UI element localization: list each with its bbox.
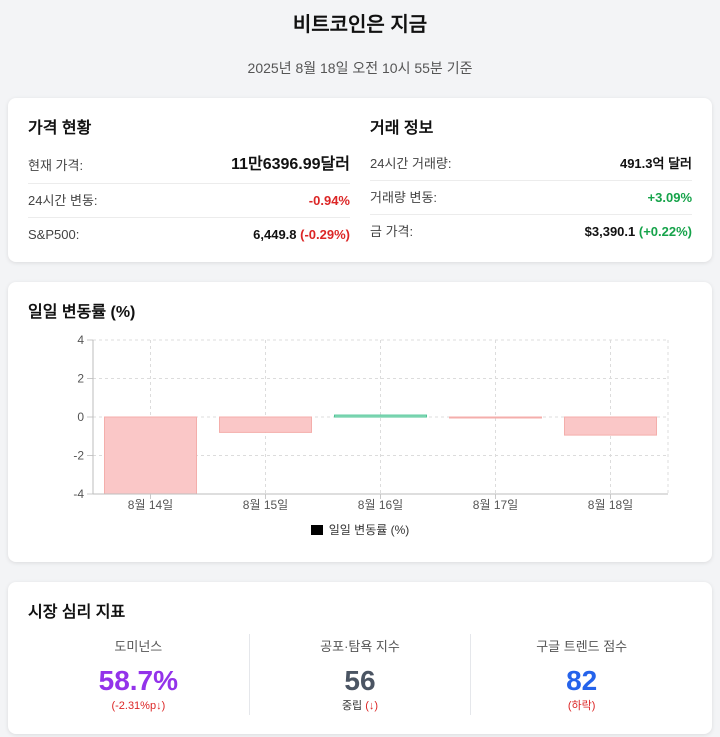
bar-3 [334,414,427,418]
dominance-change: (-2.31%p↓) [111,700,166,712]
x-tick-label: 8월 14일 [128,498,173,512]
gold-price-label: 금 가격: [370,224,414,239]
volume-change-label: 거래량 변동: [370,190,438,205]
gold-price-change: (+0.22%) [638,224,692,239]
current-price-value: 11만6396.99달러 [231,156,350,173]
update-timestamp: 2025년 8월 18일 오전 10시 55분 기준 [247,60,473,76]
x-tick-label: 8월 17일 [473,498,518,512]
bar-2 [219,416,312,433]
fear-greed-label: 공포·탐욕 지수 [320,639,400,654]
google-trends-value: 82 [566,665,598,696]
trade-info-section: 거래 정보 24시간 거래량: 491.3억 달러 거래량 변동: +3.09%… [370,118,692,262]
sp500-value-group: 6,449.8 (-0.29%) [253,226,350,243]
gold-price-row: 금 가격: $3,390.1 (+0.22%) [370,215,692,248]
sp500-value: 6,449.8 [253,227,297,242]
price-status-heading: 가격 현황 [28,120,92,137]
chart-legend[interactable]: 일일 변동률 (%) [8,523,712,537]
bar-1 [104,416,197,495]
sentiment-metrics: 도미넌스 58.7% (-2.31%p↓) 공포·탐욕 지수 56 중립 (↓)… [28,634,692,715]
dominance-label: 도미넌스 [114,639,163,654]
x-tick-label: 8월 18일 [588,498,633,512]
bar-4 [449,416,542,419]
x-tick-label: 8월 15일 [243,498,288,512]
sp500-label: S&P500: [28,227,80,242]
fear-greed-value: 56 [344,665,376,696]
change-24h-row: 24시간 변동: -0.94% [28,184,350,218]
y-tick-label: -4 [73,487,84,501]
volume-change-row: 거래량 변동: +3.09% [370,181,692,215]
dominance-metric: 도미넌스 58.7% (-2.31%p↓) [28,634,250,715]
change-24h-label: 24시간 변동: [28,193,98,208]
google-trends-label: 구글 트렌드 점수 [536,639,628,654]
sentiment-heading: 시장 심리 지표 [28,604,126,621]
y-tick-label: -2 [73,449,84,463]
fear-greed-metric: 공포·탐욕 지수 56 중립 (↓) [250,634,472,715]
page-title: 비트코인은 지금 [292,14,428,36]
daily-change-chart-card: 일일 변동률 (%) 4 2 0 -2 -4 8월 14일 8월 15일 8월 16일 8월 1… [8,282,712,562]
y-tick-label: 4 [77,333,84,347]
sp500-change: (-0.29%) [300,227,350,242]
volume-24h-value: 491.3억 달러 [619,156,692,171]
y-tick-label: 2 [77,372,84,386]
change-24h-value: -0.94% [308,193,350,208]
fear-greed-status: 중립 [341,700,363,712]
daily-chart-heading: 일일 변동률 (%) [28,304,136,321]
volume-24h-label: 24시간 거래량: [370,156,452,171]
volume-change-value: +3.09% [647,190,692,205]
fear-greed-sub: 중립 (↓) [250,699,471,713]
price-info-card: 가격 현황 현재 가격: 11만6396.99달러 24시간 변동: -0.94… [8,98,712,262]
dominance-value: 58.7% [98,665,179,696]
google-trends-change: (하락) [567,700,596,712]
google-trends-metric: 구글 트렌드 점수 82 (하락) [471,634,692,715]
sp500-row: S&P500: 6,449.8 (-0.29%) [28,218,350,251]
legend-label: 일일 변동률 (%) [328,523,410,537]
volume-24h-row: 24시간 거래량: 491.3억 달러 [370,147,692,181]
bar-5 [564,416,657,436]
price-status-section: 가격 현황 현재 가격: 11만6396.99달러 24시간 변동: -0.94… [28,118,350,262]
trade-info-heading: 거래 정보 [370,120,434,137]
gold-price-value-group: $3,390.1 (+0.22%) [585,223,692,240]
market-sentiment-card: 시장 심리 지표 도미넌스 58.7% (-2.31%p↓) 공포·탐욕 지수 … [8,582,712,734]
current-price-row: 현재 가격: 11만6396.99달러 [28,147,350,184]
current-price-label: 현재 가격: [28,157,84,173]
legend-swatch [310,525,323,535]
x-tick-label: 8월 16일 [358,498,403,512]
daily-change-bar-chart: 4 2 0 -2 -4 8월 14일 8월 15일 8월 16일 8월 17일 8월 18일 [73,333,669,512]
y-tick-label: 0 [77,410,84,424]
gold-price-value: $3,390.1 [584,224,636,239]
fear-greed-change: (↓) [365,700,379,712]
